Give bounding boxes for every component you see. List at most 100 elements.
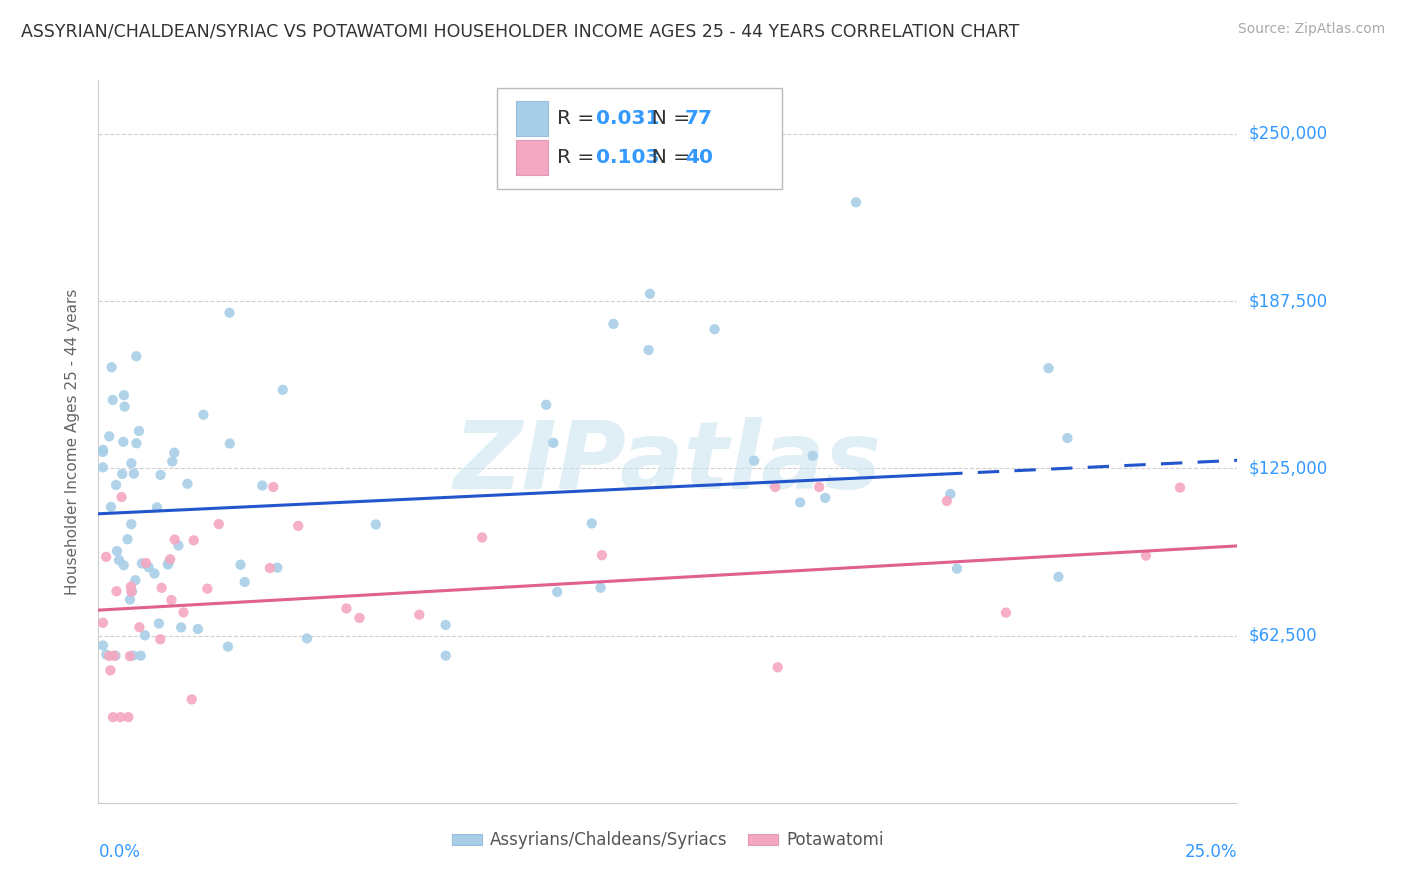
Point bbox=[935, 494, 957, 508]
Text: $250,000: $250,000 bbox=[1249, 125, 1327, 143]
Legend: Assyrians/Chaldeans/Syriacs, Potawatomi: Assyrians/Chaldeans/Syriacs, Potawatomi bbox=[446, 824, 890, 856]
Point bbox=[180, 692, 202, 706]
Point bbox=[160, 593, 183, 607]
Point bbox=[789, 495, 811, 509]
Point bbox=[1056, 431, 1078, 445]
Point bbox=[146, 500, 169, 515]
Point bbox=[143, 566, 166, 581]
Point bbox=[638, 286, 661, 301]
Text: 0.031: 0.031 bbox=[596, 109, 659, 128]
Point bbox=[94, 549, 117, 564]
Text: ASSYRIAN/CHALDEAN/SYRIAC VS POTAWATOMI HOUSEHOLDER INCOME AGES 25 - 44 YEARS COR: ASSYRIAN/CHALDEAN/SYRIAC VS POTAWATOMI H… bbox=[21, 22, 1019, 40]
Point bbox=[1135, 549, 1157, 563]
FancyBboxPatch shape bbox=[498, 87, 782, 189]
Text: $125,000: $125,000 bbox=[1249, 459, 1327, 477]
Point bbox=[637, 343, 659, 357]
Point bbox=[602, 317, 624, 331]
Point bbox=[946, 561, 969, 575]
Point bbox=[125, 349, 148, 363]
Text: Source: ZipAtlas.com: Source: ZipAtlas.com bbox=[1237, 22, 1385, 37]
Point bbox=[98, 429, 121, 443]
Point bbox=[98, 648, 121, 663]
Point bbox=[1047, 570, 1070, 584]
Point bbox=[149, 467, 172, 482]
Point bbox=[150, 581, 173, 595]
Point bbox=[122, 467, 145, 481]
Point bbox=[408, 607, 430, 622]
Point bbox=[112, 434, 135, 449]
Point bbox=[104, 648, 127, 663]
Point bbox=[845, 195, 868, 210]
Point bbox=[105, 544, 128, 558]
Point bbox=[110, 710, 132, 724]
Point bbox=[118, 592, 141, 607]
Point bbox=[229, 558, 252, 572]
Point bbox=[124, 573, 146, 587]
Bar bbox=[516, 140, 548, 175]
Point bbox=[138, 560, 160, 574]
Text: R =: R = bbox=[557, 109, 600, 128]
Point bbox=[434, 618, 457, 632]
Point bbox=[589, 581, 612, 595]
Point bbox=[149, 632, 172, 647]
Point bbox=[939, 487, 962, 501]
Point bbox=[581, 516, 603, 531]
Point bbox=[114, 400, 136, 414]
Point bbox=[131, 557, 153, 571]
Point bbox=[134, 628, 156, 642]
Point bbox=[195, 582, 218, 596]
Point bbox=[159, 552, 181, 566]
Point bbox=[543, 435, 565, 450]
Point bbox=[183, 533, 205, 548]
Point bbox=[217, 640, 239, 654]
Point bbox=[100, 360, 122, 375]
Point bbox=[105, 584, 128, 599]
Point bbox=[252, 478, 274, 492]
Point bbox=[163, 446, 186, 460]
Text: $62,500: $62,500 bbox=[1249, 626, 1317, 645]
Point bbox=[534, 398, 557, 412]
Point bbox=[591, 548, 613, 562]
Point bbox=[295, 632, 318, 646]
Point bbox=[763, 480, 786, 494]
Point bbox=[120, 517, 142, 532]
Text: 0.0%: 0.0% bbox=[98, 843, 141, 861]
Text: 25.0%: 25.0% bbox=[1185, 843, 1237, 861]
Point bbox=[170, 620, 193, 634]
Text: N =: N = bbox=[640, 109, 697, 128]
Text: R =: R = bbox=[557, 148, 600, 167]
Point bbox=[120, 584, 142, 599]
Point bbox=[808, 480, 831, 494]
Point bbox=[994, 606, 1017, 620]
Point bbox=[434, 648, 457, 663]
Point bbox=[101, 392, 124, 407]
Point bbox=[742, 453, 765, 467]
Point bbox=[156, 558, 179, 572]
Text: ZIPatlas: ZIPatlas bbox=[454, 417, 882, 509]
Point bbox=[91, 445, 114, 459]
Point bbox=[208, 517, 231, 532]
Point bbox=[120, 456, 142, 470]
Y-axis label: Householder Income Ages 25 - 44 years: Householder Income Ages 25 - 44 years bbox=[65, 288, 80, 595]
Point bbox=[218, 436, 240, 450]
Point bbox=[162, 454, 184, 468]
Point bbox=[100, 500, 122, 514]
Point bbox=[148, 616, 170, 631]
Point bbox=[801, 449, 824, 463]
Point bbox=[163, 533, 186, 547]
Point bbox=[266, 560, 288, 574]
Point bbox=[766, 660, 789, 674]
Point bbox=[101, 710, 124, 724]
Point bbox=[110, 490, 132, 504]
Point bbox=[108, 553, 131, 567]
Point bbox=[703, 322, 725, 336]
Point bbox=[814, 491, 837, 505]
Point bbox=[91, 639, 114, 653]
Text: N =: N = bbox=[640, 148, 697, 167]
Point bbox=[112, 388, 135, 402]
Point bbox=[218, 306, 240, 320]
Point bbox=[120, 580, 142, 594]
Point bbox=[135, 556, 157, 570]
Point bbox=[349, 611, 371, 625]
Point bbox=[122, 648, 145, 663]
